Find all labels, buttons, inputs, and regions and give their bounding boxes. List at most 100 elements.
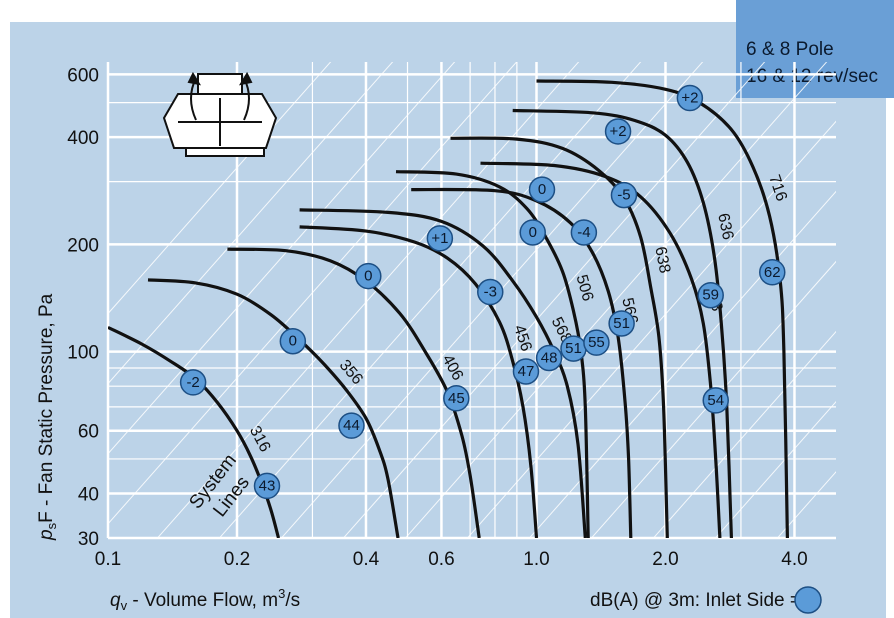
noise-marker-circle [702, 387, 729, 414]
noise-marker-label: -4 [577, 224, 590, 241]
noise-marker-circle [535, 344, 563, 372]
noise-marker: 45 [443, 385, 470, 412]
noise-marker-circle [604, 118, 632, 145]
system-line [108, 62, 394, 385]
noise-marker: 0 [355, 262, 382, 290]
noise-marker: +2 [604, 118, 632, 145]
noise-marker-label: 0 [538, 181, 546, 198]
system-line [776, 471, 836, 538]
y-axis-label: psF - Fan Static Pressure, Pa [36, 293, 59, 541]
fan-curve-506 [395, 170, 590, 538]
noise-marker-circle [512, 358, 540, 385]
noise-marker-label: -3 [484, 284, 497, 301]
y-tick-label: 400 [67, 128, 99, 149]
noise-marker: -2 [179, 369, 207, 396]
noise-marker-label: 0 [364, 268, 372, 285]
system-lines [108, 40, 894, 560]
curve-label-456: 456 [510, 323, 535, 354]
fan-curve-566 [411, 187, 633, 538]
noise-marker: 62 [759, 259, 786, 286]
noise-marker-label: -2 [186, 374, 199, 391]
noise-marker-circle [477, 278, 504, 306]
y-tick-label: 100 [67, 343, 99, 364]
curve-label-316: 316 [246, 423, 274, 455]
noise-marker-label: 45 [448, 390, 465, 407]
fan-curve-406 [227, 247, 481, 538]
noise-marker-label: 44 [343, 417, 360, 434]
chart-panel [10, 22, 886, 618]
x-axis-label: qv - Volume Flow, m3/s [110, 586, 300, 613]
noise-marker: 48 [535, 344, 563, 372]
noise-marker-label: 48 [541, 349, 558, 366]
noise-marker: 0 [519, 219, 546, 246]
noise-marker-circle [697, 281, 724, 309]
system-line [404, 62, 828, 538]
noise-marker: 44 [338, 412, 365, 439]
noise-marker: -4 [570, 219, 598, 246]
y-tick-label: 40 [78, 484, 99, 505]
noise-marker-circle [443, 385, 470, 412]
noise-marker-circle [570, 219, 598, 246]
system-line [342, 62, 766, 538]
legend-text: dB(A) @ 3m: Inlet Side = [590, 590, 801, 611]
noise-marker-circle [426, 225, 454, 252]
noise-marker: -3 [477, 278, 504, 306]
fan-curve-356 [147, 278, 400, 538]
y-tick-label: 200 [67, 235, 99, 256]
curve-label-506: 506 [573, 273, 597, 303]
noise-marker-label: 62 [764, 264, 781, 281]
noise-marker-circle [608, 310, 635, 337]
noise-marker-circle [253, 472, 281, 500]
noise-marker-label: 55 [588, 334, 605, 351]
noise-marker-label: 51 [565, 340, 582, 357]
fan-curve-456 [299, 225, 539, 538]
x-tick-label: 0.2 [224, 549, 250, 570]
system-line [466, 120, 836, 538]
fan-curve-718 [480, 161, 722, 538]
system-line [652, 330, 836, 538]
noise-markers: -2 43 0 44 0 +1 45 -3 47 0 0 48 51 -4 55 51 -5 +2 +2 59 54 62 [179, 84, 786, 500]
system-line [218, 62, 642, 538]
x-tick-label: 0.1 [95, 549, 121, 570]
x-tick-label: 0.4 [353, 549, 380, 570]
fan-curve-568 [299, 208, 587, 538]
noise-marker-label: -5 [617, 187, 630, 204]
pole-label: 6 & 8 Pole [746, 39, 834, 60]
noise-marker-circle [179, 369, 207, 396]
noise-marker-circle [519, 219, 546, 246]
noise-marker-label: 47 [518, 363, 535, 380]
x-tick-label: 0.6 [428, 549, 454, 570]
system-line [108, 62, 456, 455]
system-line [156, 62, 580, 538]
noise-marker-circle [338, 412, 365, 439]
legend-marker [794, 586, 822, 614]
noise-marker-circle [583, 329, 610, 356]
system-line [108, 62, 518, 525]
speed-badge: 6 & 8 Pole 16 & 12 rev/sec [736, 0, 894, 98]
noise-marker-circle [610, 181, 638, 209]
noise-marker: 54 [702, 387, 729, 414]
x-tick-label: 4.0 [781, 549, 807, 570]
axis-ticks: 0.1 0.2 0.4 0.6 1.0 2.0 4.0 600 400 200 100 60 40 30 [67, 65, 807, 570]
noise-marker: 51 [608, 310, 635, 337]
noise-marker-label: 59 [702, 287, 719, 304]
curve-label-638: 638 [651, 245, 673, 275]
noise-marker: 59 [697, 281, 724, 309]
noise-marker: -5 [610, 181, 638, 209]
system-line [590, 260, 836, 538]
noise-marker: 55 [583, 329, 610, 356]
noise-marker: 0 [528, 176, 556, 203]
system-line [820, 40, 894, 560]
noise-marker-label: +2 [609, 123, 626, 140]
noise-marker-circle [528, 176, 556, 203]
y-tick-label: 60 [78, 422, 99, 443]
x-tick-label: 2.0 [652, 549, 678, 570]
noise-marker: 43 [253, 472, 281, 500]
noise-marker-label: 51 [613, 315, 630, 332]
curve-labels: 316356406456568506566638718636716 [246, 173, 790, 455]
noise-marker-label: +2 [681, 90, 698, 107]
curve-label-636: 636 [714, 212, 736, 242]
noise-marker-circle [279, 327, 307, 355]
noise-marker: +1 [426, 225, 454, 252]
noise-marker: 47 [512, 358, 540, 385]
